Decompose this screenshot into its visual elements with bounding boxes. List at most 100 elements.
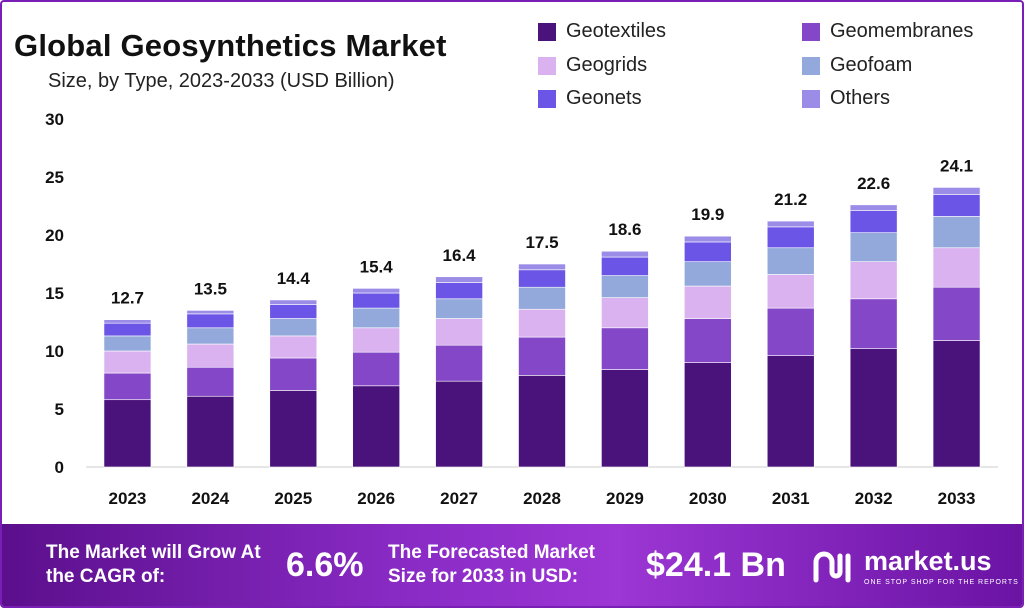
bar-segment-others-2030 bbox=[684, 235, 732, 243]
cagr-label: The Market will Grow At the CAGR of: bbox=[46, 542, 261, 587]
bar-segment-geotextiles-2026 bbox=[352, 385, 400, 468]
legend-item-geotextiles: Geotextiles bbox=[538, 20, 666, 43]
x-tick-label: 2031 bbox=[772, 489, 810, 508]
bar-segment-geomembranes-2033 bbox=[932, 286, 981, 341]
logo-tagline: ONE STOP SHOP FOR THE REPORTS bbox=[864, 579, 1019, 586]
x-tick-label: 2027 bbox=[440, 489, 478, 508]
bar-segment-geofoam-2030 bbox=[684, 261, 732, 287]
bar-segment-geonets-2023 bbox=[103, 322, 152, 337]
bar-segment-geogrids-2023 bbox=[103, 350, 152, 374]
bar-segment-others-2031 bbox=[766, 220, 815, 228]
bar-segment-geogrids-2029 bbox=[601, 297, 649, 329]
summary-banner: The Market will Grow At the CAGR of: 6.6… bbox=[2, 524, 1022, 606]
bar-segment-geotextiles-2030 bbox=[684, 362, 732, 468]
y-tick-label: 10 bbox=[45, 342, 64, 361]
x-tick-label: 2023 bbox=[109, 489, 147, 508]
legend-item-geogrids: Geogrids bbox=[538, 54, 647, 77]
bar-segment-geofoam-2028 bbox=[518, 286, 566, 310]
bar-segment-geotextiles-2033 bbox=[932, 340, 981, 468]
bar-segment-geonets-2026 bbox=[352, 292, 400, 309]
x-tick-label: 2024 bbox=[191, 489, 229, 508]
bar-segment-geotextiles-2024 bbox=[186, 395, 235, 468]
bar-segment-geomembranes-2027 bbox=[435, 344, 483, 382]
y-tick-label: 5 bbox=[55, 400, 64, 419]
bar-total-label: 22.6 bbox=[857, 174, 890, 193]
bar-total-label: 19.9 bbox=[691, 205, 724, 224]
bar-segment-geogrids-2032 bbox=[849, 261, 898, 300]
bar-segment-others-2029 bbox=[601, 250, 649, 258]
bar-segment-others-2025 bbox=[269, 299, 318, 305]
forecast-value: $24.1 Bn bbox=[646, 546, 786, 584]
bar-segment-geomembranes-2028 bbox=[518, 336, 566, 376]
bar-segment-geogrids-2025 bbox=[269, 335, 318, 359]
legend-label: Geomembranes bbox=[830, 20, 974, 42]
bar-total-label: 16.4 bbox=[443, 246, 477, 265]
bar-segment-geotextiles-2028 bbox=[518, 375, 566, 468]
bar-total-label: 18.6 bbox=[608, 220, 641, 239]
legend-swatch bbox=[538, 56, 556, 75]
legend-label: Geonets bbox=[566, 87, 642, 109]
bar-segment-geonets-2025 bbox=[269, 304, 318, 319]
bar-segment-geomembranes-2031 bbox=[766, 307, 815, 356]
legend-label: Geotextiles bbox=[566, 20, 667, 42]
legend-item-geonets: Geonets bbox=[538, 87, 642, 110]
stacked-bar-chart: 05101520253012.7202313.5202414.4202515.4… bbox=[45, 110, 998, 508]
bar-segment-geofoam-2025 bbox=[269, 318, 318, 337]
bar-segment-geotextiles-2027 bbox=[435, 380, 483, 468]
logo-name: market.us bbox=[864, 546, 992, 576]
legend-label: Others bbox=[830, 87, 891, 109]
bar-segment-geotextiles-2023 bbox=[103, 399, 152, 468]
market-us-logo-icon bbox=[813, 551, 851, 583]
legend-item-geofoam: Geofoam bbox=[802, 54, 912, 77]
bar-segment-geomembranes-2032 bbox=[849, 298, 898, 349]
bar-segment-geotextiles-2025 bbox=[269, 390, 318, 468]
bar-segment-geogrids-2031 bbox=[766, 274, 815, 309]
bar-segment-geotextiles-2029 bbox=[601, 369, 649, 468]
legend-label: Geofoam bbox=[830, 54, 913, 76]
forecast-label: The Forecasted Market Size for 2033 in U… bbox=[388, 542, 595, 587]
x-tick-label: 2025 bbox=[274, 489, 312, 508]
bar-segment-geotextiles-2031 bbox=[766, 355, 815, 468]
bar-segment-geofoam-2029 bbox=[601, 275, 649, 298]
bar-segment-others-2026 bbox=[352, 288, 400, 294]
y-tick-label: 15 bbox=[45, 284, 64, 303]
bar-segment-geofoam-2027 bbox=[435, 298, 483, 319]
x-tick-label: 2030 bbox=[689, 489, 727, 508]
chart-subtitle: Size, by Type, 2023-2033 (USD Billion) bbox=[48, 70, 395, 92]
bar-segment-geomembranes-2025 bbox=[269, 357, 318, 391]
bar-segment-geonets-2030 bbox=[684, 241, 732, 262]
bar-total-label: 12.7 bbox=[111, 289, 144, 308]
bar-total-label: 17.5 bbox=[525, 233, 558, 252]
bar-segment-geofoam-2033 bbox=[932, 216, 981, 249]
chart-title: Global Geosynthetics Market bbox=[14, 28, 447, 63]
bar-segment-others-2023 bbox=[103, 319, 152, 324]
y-tick-label: 25 bbox=[45, 168, 64, 187]
x-tick-label: 2028 bbox=[523, 489, 561, 508]
x-tick-label: 2029 bbox=[606, 489, 644, 508]
legend-swatch bbox=[802, 56, 820, 75]
bar-total-label: 14.4 bbox=[277, 269, 311, 288]
bar-segment-geomembranes-2024 bbox=[186, 366, 235, 397]
bar-segment-geonets-2028 bbox=[518, 269, 566, 288]
legend-item-geomembranes: Geomembranes bbox=[802, 20, 973, 43]
bar-segment-others-2027 bbox=[435, 276, 483, 283]
y-tick-label: 20 bbox=[45, 226, 64, 245]
bar-segment-geonets-2027 bbox=[435, 282, 483, 300]
bar-segment-geogrids-2024 bbox=[186, 343, 235, 368]
bar-segment-geomembranes-2029 bbox=[601, 327, 649, 370]
bar-segment-geofoam-2032 bbox=[849, 232, 898, 262]
bar-segment-geomembranes-2023 bbox=[103, 372, 152, 401]
legend-swatch bbox=[538, 89, 556, 108]
legend-swatch bbox=[538, 22, 556, 41]
bar-segment-geomembranes-2030 bbox=[684, 318, 732, 363]
bar-total-label: 15.4 bbox=[360, 257, 394, 276]
bar-total-label: 24.1 bbox=[940, 156, 973, 175]
bar-segment-geofoam-2023 bbox=[103, 335, 152, 352]
bar-segment-geotextiles-2032 bbox=[849, 348, 898, 468]
bar-segment-geonets-2033 bbox=[932, 194, 981, 217]
x-tick-label: 2032 bbox=[855, 489, 893, 508]
legend-swatch bbox=[802, 22, 820, 41]
legend-item-others: Others bbox=[802, 87, 890, 110]
bar-segment-geogrids-2026 bbox=[352, 327, 400, 353]
bar-segment-geomembranes-2026 bbox=[352, 351, 400, 387]
